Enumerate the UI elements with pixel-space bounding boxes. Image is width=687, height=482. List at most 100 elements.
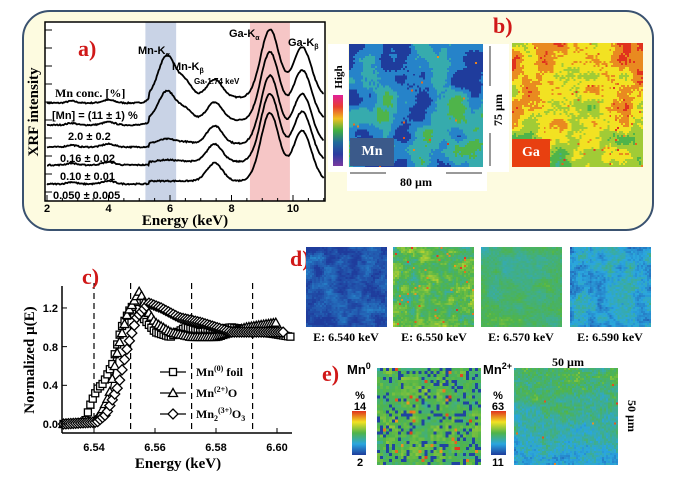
scalebar-background xyxy=(483,44,509,172)
conc-label: 0.050 ± 0.005 xyxy=(53,190,120,202)
legend-label-mno: Mn(2+)O xyxy=(196,385,237,400)
legend-marker-triangle xyxy=(167,387,179,398)
xanes-chart: c) 0.0 0.4 0.8 1.2 6.54 6.56 6.58 6.60 E… xyxy=(22,264,295,472)
peak-label-ga-ka: Ga-Kα xyxy=(229,28,260,42)
y-tick-label: 0.0 xyxy=(43,419,58,431)
legend-marker-diamond xyxy=(167,408,179,420)
x-axis-title: Energy (keV) xyxy=(142,213,228,229)
panel-label-c: c) xyxy=(82,264,99,289)
data-point xyxy=(114,336,126,347)
peak-label-ga-174: Ga-1.74 keV xyxy=(194,77,240,86)
scalebar-background xyxy=(347,167,487,191)
width-label: 50 µm xyxy=(552,355,584,369)
data-point xyxy=(121,309,133,320)
spectrum-line xyxy=(47,92,325,167)
width-label: 80 µm xyxy=(400,175,432,189)
xanes-map-6550 xyxy=(393,247,474,327)
colorbar-e-mn2 xyxy=(491,411,506,455)
x-tick-label: 10 xyxy=(287,203,299,215)
legend: Mn(0) foil Mn(2+)O Mn2(3+)O3 xyxy=(160,364,245,423)
panel-label-b: b) xyxy=(493,13,513,38)
legend-marker-square xyxy=(168,367,178,377)
colorbar-min: 11 xyxy=(492,457,504,469)
mn2-title: Mn2+ xyxy=(483,361,512,377)
x-tick-label: 6.60 xyxy=(266,442,287,454)
y-tick-label: 1.2 xyxy=(43,303,58,315)
y-axis-title: XRF intensity xyxy=(26,67,42,157)
peak-label-mn-kb: Mn-Kβ xyxy=(172,61,205,75)
ga-band xyxy=(249,22,290,201)
conc-label: 0.10 ± 0.01 xyxy=(60,171,115,183)
mn-band xyxy=(145,22,177,201)
spectrum-line xyxy=(46,111,325,186)
panel-e-annotations: e) Mn0 Mn2+ % 14 2 % 63 11 50 µm 50 µm xyxy=(322,355,639,469)
data-point xyxy=(118,318,131,329)
colorbar-min: 2 xyxy=(357,457,363,469)
height-label: 50 µm xyxy=(625,400,639,432)
data-point xyxy=(286,332,295,341)
panel-label-d: d) xyxy=(290,246,310,271)
data-point xyxy=(111,347,123,358)
data-point xyxy=(116,363,128,376)
conc-label: 2.0 ± 0.2 xyxy=(68,131,111,143)
mn0-fraction-map xyxy=(377,368,481,465)
data-point xyxy=(109,360,121,371)
series-line xyxy=(63,302,284,425)
legend-label-mn-foil: Mn(0) foil xyxy=(196,364,244,379)
xanes-map-6540 xyxy=(306,247,387,327)
conc-label: [Mn] = (11 ± 1) % xyxy=(52,110,138,122)
x-tick-label: 2 xyxy=(44,203,50,215)
y-axis-title: Normalized µ(E) xyxy=(22,306,38,413)
x-tick-label: 6.58 xyxy=(205,442,226,454)
conc-header: Mn conc. [%] xyxy=(55,86,125,100)
energy-label: E: 6.570 keV xyxy=(488,330,554,344)
ga-map-tag: Ga xyxy=(512,139,550,167)
x-tick-label: 4 xyxy=(105,203,112,215)
peak-label-mn-ka: Mn-Kα xyxy=(138,45,171,59)
plot-frame xyxy=(44,21,326,202)
y-tick-label: 0.8 xyxy=(43,342,58,354)
panel-label-a: a) xyxy=(78,36,96,61)
mn-map-tag: Mn xyxy=(350,138,394,166)
xanes-map-6590 xyxy=(570,247,651,327)
colorbar-unit: % xyxy=(355,390,365,402)
x-tick-label: 6.56 xyxy=(144,442,165,454)
data-point xyxy=(113,374,126,387)
spectrum-line xyxy=(46,73,324,149)
colorbar-e-mn0 xyxy=(352,411,366,455)
colorbar-max: 14 xyxy=(354,401,367,413)
data-point xyxy=(277,326,290,339)
peak-label-ga-kb: Ga-Kβ xyxy=(288,37,319,51)
panel-label-e: e) xyxy=(322,361,339,386)
height-label: 75 µm xyxy=(491,94,505,126)
y-tick-label: 0.4 xyxy=(43,380,59,392)
data-point xyxy=(270,316,282,327)
data-point xyxy=(121,343,133,356)
spectrum-line xyxy=(46,50,325,127)
legend-label-mn2o3: Mn2(3+)O3 xyxy=(196,406,245,423)
mn0-title: Mn0 xyxy=(347,361,371,377)
panel-b-annotations: 80 µm 75 µm High b) xyxy=(328,13,513,191)
colorbar-b xyxy=(333,95,343,166)
data-point xyxy=(116,327,128,338)
x-tick-label: 6.54 xyxy=(83,442,105,454)
xrf-spectra-chart: a) Mn-Kα Mn-Kβ Ga-1.74 keV Ga-Kα Ga-Kβ M… xyxy=(26,21,326,229)
x-tick-label: 6 xyxy=(167,203,173,215)
spectrum-line xyxy=(46,28,325,105)
colorbar-max: 63 xyxy=(492,401,504,413)
energy-label: E: 6.590 keV xyxy=(577,330,643,344)
x-axis-title: Energy (keV) xyxy=(135,456,221,472)
data-point xyxy=(118,353,131,366)
mn2-fraction-map xyxy=(514,368,618,465)
energy-label: E: 6.550 keV xyxy=(401,330,467,344)
data-point xyxy=(83,408,93,417)
series-diamond xyxy=(57,297,290,430)
colorbar-high-label: High xyxy=(333,65,345,88)
colorbar-unit: % xyxy=(493,390,503,402)
x-tick-label: 8 xyxy=(228,203,234,215)
energy-label: E: 6.540 keV xyxy=(313,330,379,344)
conc-label: 0.16 ± 0.02 xyxy=(60,153,115,165)
xanes-map-6570 xyxy=(481,247,562,327)
